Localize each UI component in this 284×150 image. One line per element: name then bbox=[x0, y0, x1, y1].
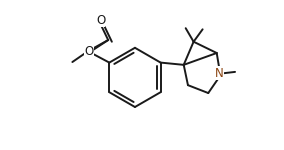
Text: N: N bbox=[215, 67, 224, 80]
Text: O: O bbox=[96, 14, 105, 27]
Text: O: O bbox=[84, 45, 94, 58]
